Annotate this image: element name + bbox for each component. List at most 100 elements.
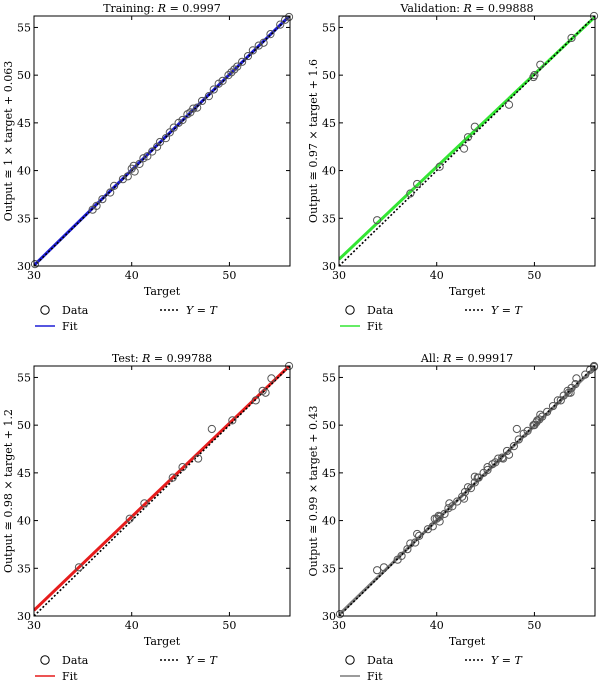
data-point xyxy=(161,134,171,143)
data-point xyxy=(553,396,562,405)
data-point xyxy=(459,494,469,503)
data-point xyxy=(504,450,514,459)
data-point xyxy=(566,388,575,397)
data-point xyxy=(228,416,237,425)
data-point xyxy=(466,484,476,493)
data-point xyxy=(514,435,523,444)
y-tick-label: 50 xyxy=(17,69,31,82)
y-tick-label: 35 xyxy=(322,212,336,225)
data-point xyxy=(406,539,415,548)
x-axis-label: Target xyxy=(449,285,486,298)
x-tick-label: 40 xyxy=(430,269,444,282)
data-point xyxy=(548,401,558,411)
data-point xyxy=(224,71,233,80)
data-point xyxy=(411,538,420,547)
data-point xyxy=(125,514,134,523)
data-point xyxy=(406,189,415,198)
data-point xyxy=(413,179,422,189)
y-tick-label: 40 xyxy=(322,515,336,528)
x-tick-label: 30 xyxy=(27,619,41,632)
data-point xyxy=(218,76,227,85)
data-point xyxy=(529,72,538,82)
chart-title: All: R = 0.99917 xyxy=(420,352,513,365)
data-point xyxy=(494,454,503,463)
panel-0: 30 40 50 30 35 40 45 50 55 Training: R = 0.9997 Ta… xyxy=(2,2,294,333)
data-point xyxy=(30,259,40,269)
data-point xyxy=(458,492,467,501)
legend-data-marker xyxy=(40,305,50,315)
data-point xyxy=(197,96,207,106)
data-point xyxy=(233,62,242,71)
title-value: = 0.99888 xyxy=(472,2,534,15)
data-point xyxy=(543,407,552,416)
plot-frame xyxy=(338,15,596,267)
data-point xyxy=(110,181,119,190)
x-tick-label: 50 xyxy=(527,619,541,632)
legend-fit-label: Fit xyxy=(62,320,78,333)
x-tick-label: 50 xyxy=(527,269,541,282)
data-point xyxy=(243,51,253,61)
plot-frame xyxy=(33,365,291,617)
data-point xyxy=(178,463,187,472)
legend-fit-label: Fit xyxy=(62,670,78,683)
y-tick-label: 55 xyxy=(17,371,31,384)
data-point xyxy=(284,12,294,22)
data-point xyxy=(189,104,198,113)
data-point xyxy=(556,396,565,405)
data-point xyxy=(227,68,236,77)
chart-title: Validation: R = 0.99888 xyxy=(400,2,534,15)
data-point xyxy=(254,41,263,50)
data-point xyxy=(98,195,107,204)
data-point xyxy=(453,497,462,506)
data-point xyxy=(251,396,260,405)
title-r: R xyxy=(442,352,451,365)
data-point xyxy=(106,188,115,197)
y-axis-label: Output ≅ 0.99 × target + 0.43 xyxy=(307,406,320,577)
y-tick-label: 45 xyxy=(322,117,336,130)
x-tick-label: 30 xyxy=(27,269,41,282)
data-point xyxy=(434,511,443,520)
data-point xyxy=(209,85,218,94)
data-point xyxy=(435,162,444,171)
data-point xyxy=(194,454,203,463)
title-value: = 0.99917 xyxy=(451,352,513,365)
data-point xyxy=(504,100,514,109)
data-point xyxy=(397,551,406,560)
data-point xyxy=(474,473,483,482)
data-point xyxy=(178,115,187,125)
x-axis-label: Target xyxy=(144,285,181,298)
y-tick-label: 45 xyxy=(17,117,31,130)
panel-3: 30 40 50 30 35 40 45 50 55 All: R = 0.99917 Target… xyxy=(307,352,599,683)
legend: Data Fit Y = T xyxy=(340,304,523,333)
data-point xyxy=(259,38,268,47)
y-tick-label: 40 xyxy=(17,515,31,528)
x-tick-label: 50 xyxy=(222,269,236,282)
data-point xyxy=(139,154,148,163)
data-point xyxy=(413,529,422,539)
legend-data-label: Data xyxy=(367,654,394,667)
data-point xyxy=(266,30,275,39)
title-prefix: Test: xyxy=(112,352,142,365)
y-tick-label: 40 xyxy=(322,165,336,178)
data-point xyxy=(148,147,157,156)
data-point xyxy=(435,512,444,521)
legend-fit-label: Fit xyxy=(367,670,383,683)
data-point xyxy=(207,424,216,434)
data-point xyxy=(498,453,507,462)
y-tick-label: 35 xyxy=(17,562,31,575)
data-point xyxy=(572,374,581,383)
y-tick-label: 30 xyxy=(17,610,31,623)
y-tick-label: 50 xyxy=(322,69,336,82)
data-point xyxy=(463,133,473,142)
x-tick-label: 50 xyxy=(222,619,236,632)
title-r: R xyxy=(462,2,471,15)
legend: Data Fit Y = T xyxy=(340,654,523,683)
x-tick-label: 30 xyxy=(332,619,346,632)
data-point xyxy=(483,465,492,475)
legend: Data Fit Y = T xyxy=(35,654,218,683)
y-tick-label: 30 xyxy=(322,610,336,623)
data-point xyxy=(460,487,470,497)
identity-line xyxy=(34,366,290,616)
x-axis-label: Target xyxy=(449,635,486,648)
